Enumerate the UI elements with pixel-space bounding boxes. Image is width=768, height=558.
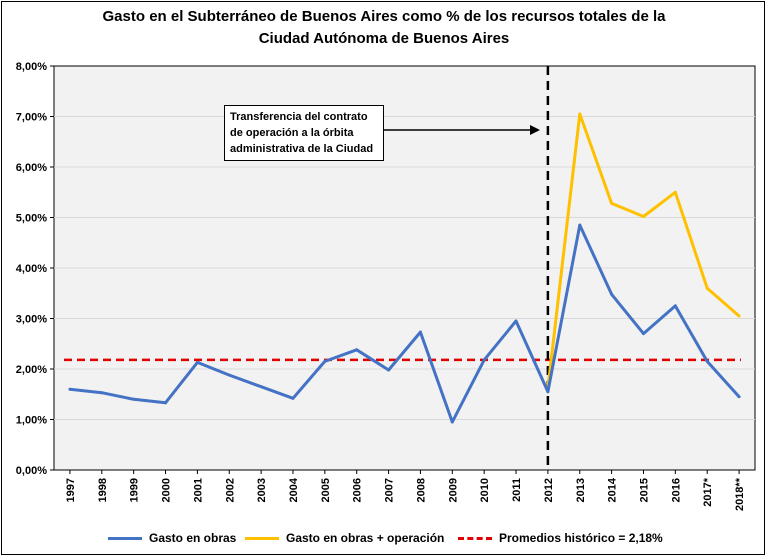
annotation-box: Transferencia del contrato de operación …	[224, 105, 384, 161]
data-point-gasto-obras	[100, 391, 104, 395]
data-point-gasto-obras	[482, 358, 486, 362]
y-tick-label: 8,00%	[16, 61, 47, 73]
data-point-gasto-obras	[450, 420, 454, 424]
x-tick-label: 2017*	[702, 477, 714, 506]
x-tick-label: 2012	[543, 478, 555, 502]
x-tick-label: 2007	[384, 478, 396, 502]
data-point-gasto-obras	[227, 373, 231, 377]
legend-label-gasto-obras-operacion: Gasto en obras + operación	[286, 531, 445, 545]
chart-title-line-2: Ciudad Autónoma de Buenos Aires	[258, 30, 510, 47]
legend-swatch-gasto-obras	[108, 536, 142, 540]
x-tick-label: 2005	[320, 478, 332, 502]
y-tick-label: 0,00%	[16, 465, 47, 477]
x-tick-label: 2010	[479, 478, 491, 502]
x-tick-label: 2011	[511, 478, 523, 502]
x-tick-label: 2006	[352, 478, 364, 502]
x-tick-label: 1997	[65, 478, 77, 502]
x-tick-label: 2009	[447, 478, 459, 502]
y-tick-label: 7,00%	[16, 112, 47, 124]
y-tick-label: 2,00%	[16, 364, 47, 376]
annotation-arrow-head	[530, 125, 540, 135]
x-tick-label: 2003	[256, 478, 268, 502]
data-point-gasto-obras-operacion	[641, 214, 645, 218]
legend-label-promedio: Promedios histórico = 2,18%	[499, 531, 663, 545]
legend-item-gasto-obras-operacion: Gasto en obras + operación	[245, 527, 444, 549]
data-point-gasto-obras	[355, 348, 359, 352]
legend-item-gasto-obras: Gasto en obras	[108, 527, 236, 549]
x-tick-label: 2002	[224, 478, 236, 502]
data-point-gasto-obras	[418, 330, 422, 334]
legend-swatch-promedio	[458, 536, 492, 540]
data-point-gasto-obras	[323, 359, 327, 363]
x-tick-label: 2016	[670, 478, 682, 502]
data-point-gasto-obras	[705, 359, 709, 363]
y-tick-label: 4,00%	[16, 263, 47, 275]
legend: Gasto en obras Gasto en obras + operació…	[0, 527, 768, 549]
x-tick-label: 2013	[575, 478, 587, 502]
chart-title-line-1: Gasto en el Subterráneo de Buenos Aires …	[102, 8, 666, 25]
data-point-gasto-obras	[195, 360, 199, 364]
data-point-gasto-obras	[641, 332, 645, 336]
data-point-gasto-obras	[68, 387, 72, 391]
legend-swatch-gasto-obras-operacion	[245, 536, 279, 540]
data-point-gasto-obras-operacion	[737, 314, 741, 318]
data-point-gasto-obras	[291, 396, 295, 400]
data-point-gasto-obras-operacion	[673, 190, 677, 194]
x-tick-label: 2000	[161, 478, 173, 502]
x-tick-label: 1999	[129, 478, 141, 502]
data-point-gasto-obras	[610, 292, 614, 296]
data-point-gasto-obras	[387, 368, 391, 372]
y-tick-label: 5,00%	[16, 213, 47, 225]
data-point-gasto-obras	[578, 223, 582, 227]
data-point-gasto-obras	[164, 401, 168, 405]
series-line-gasto-obras	[69, 223, 741, 424]
legend-label-gasto-obras: Gasto en obras	[149, 531, 237, 545]
data-point-gasto-obras	[259, 385, 263, 389]
y-tick-label: 6,00%	[16, 162, 47, 174]
annotation-text: Transferencia del contrato de operación …	[230, 111, 374, 155]
x-tick-label: 2001	[192, 478, 204, 502]
data-point-gasto-obras	[546, 390, 550, 394]
x-tick-label: 2014	[607, 477, 619, 502]
data-point-gasto-obras-operacion	[610, 201, 614, 205]
x-tick-label: 2018**	[734, 477, 746, 511]
x-tick-label: 1998	[97, 478, 109, 502]
x-tick-label: 2015	[638, 478, 650, 502]
data-point-gasto-obras	[673, 304, 677, 308]
data-point-gasto-obras	[737, 395, 741, 399]
data-point-gasto-obras	[514, 319, 518, 323]
x-tick-label: 2004	[288, 477, 300, 502]
data-point-gasto-obras-operacion	[705, 286, 709, 290]
y-tick-label: 1,00%	[16, 415, 47, 427]
data-point-gasto-obras	[132, 397, 136, 401]
data-point-gasto-obras-operacion	[578, 112, 582, 116]
legend-item-promedio: Promedios histórico = 2,18%	[458, 527, 663, 549]
y-tick-label: 3,00%	[16, 314, 47, 326]
x-tick-label: 2008	[415, 478, 427, 502]
